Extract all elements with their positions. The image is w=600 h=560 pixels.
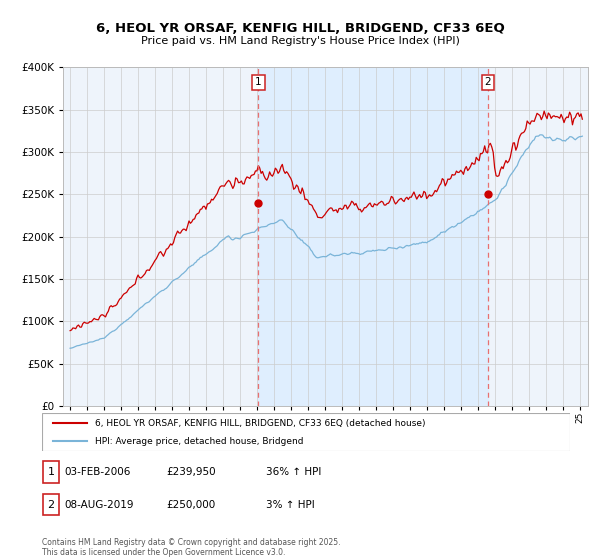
Text: 1: 1 (255, 77, 262, 87)
Text: 3% ↑ HPI: 3% ↑ HPI (266, 500, 314, 510)
FancyBboxPatch shape (43, 461, 59, 483)
Text: 03-FEB-2006: 03-FEB-2006 (65, 467, 131, 477)
Text: £239,950: £239,950 (167, 467, 217, 477)
Text: 2: 2 (485, 77, 491, 87)
Text: £250,000: £250,000 (167, 500, 216, 510)
Text: 2: 2 (47, 500, 55, 510)
FancyBboxPatch shape (42, 413, 570, 451)
FancyBboxPatch shape (43, 494, 59, 515)
Text: 1: 1 (47, 467, 55, 477)
Text: Price paid vs. HM Land Registry's House Price Index (HPI): Price paid vs. HM Land Registry's House … (140, 36, 460, 46)
Text: 36% ↑ HPI: 36% ↑ HPI (266, 467, 321, 477)
Text: 08-AUG-2019: 08-AUG-2019 (65, 500, 134, 510)
Bar (259, 67, 488, 406)
Text: 6, HEOL YR ORSAF, KENFIG HILL, BRIDGEND, CF33 6EQ (detached house): 6, HEOL YR ORSAF, KENFIG HILL, BRIDGEND,… (95, 419, 425, 428)
Text: HPI: Average price, detached house, Bridgend: HPI: Average price, detached house, Brid… (95, 437, 304, 446)
Text: 6, HEOL YR ORSAF, KENFIG HILL, BRIDGEND, CF33 6EQ: 6, HEOL YR ORSAF, KENFIG HILL, BRIDGEND,… (95, 22, 505, 35)
Text: Contains HM Land Registry data © Crown copyright and database right 2025.
This d: Contains HM Land Registry data © Crown c… (42, 538, 341, 557)
